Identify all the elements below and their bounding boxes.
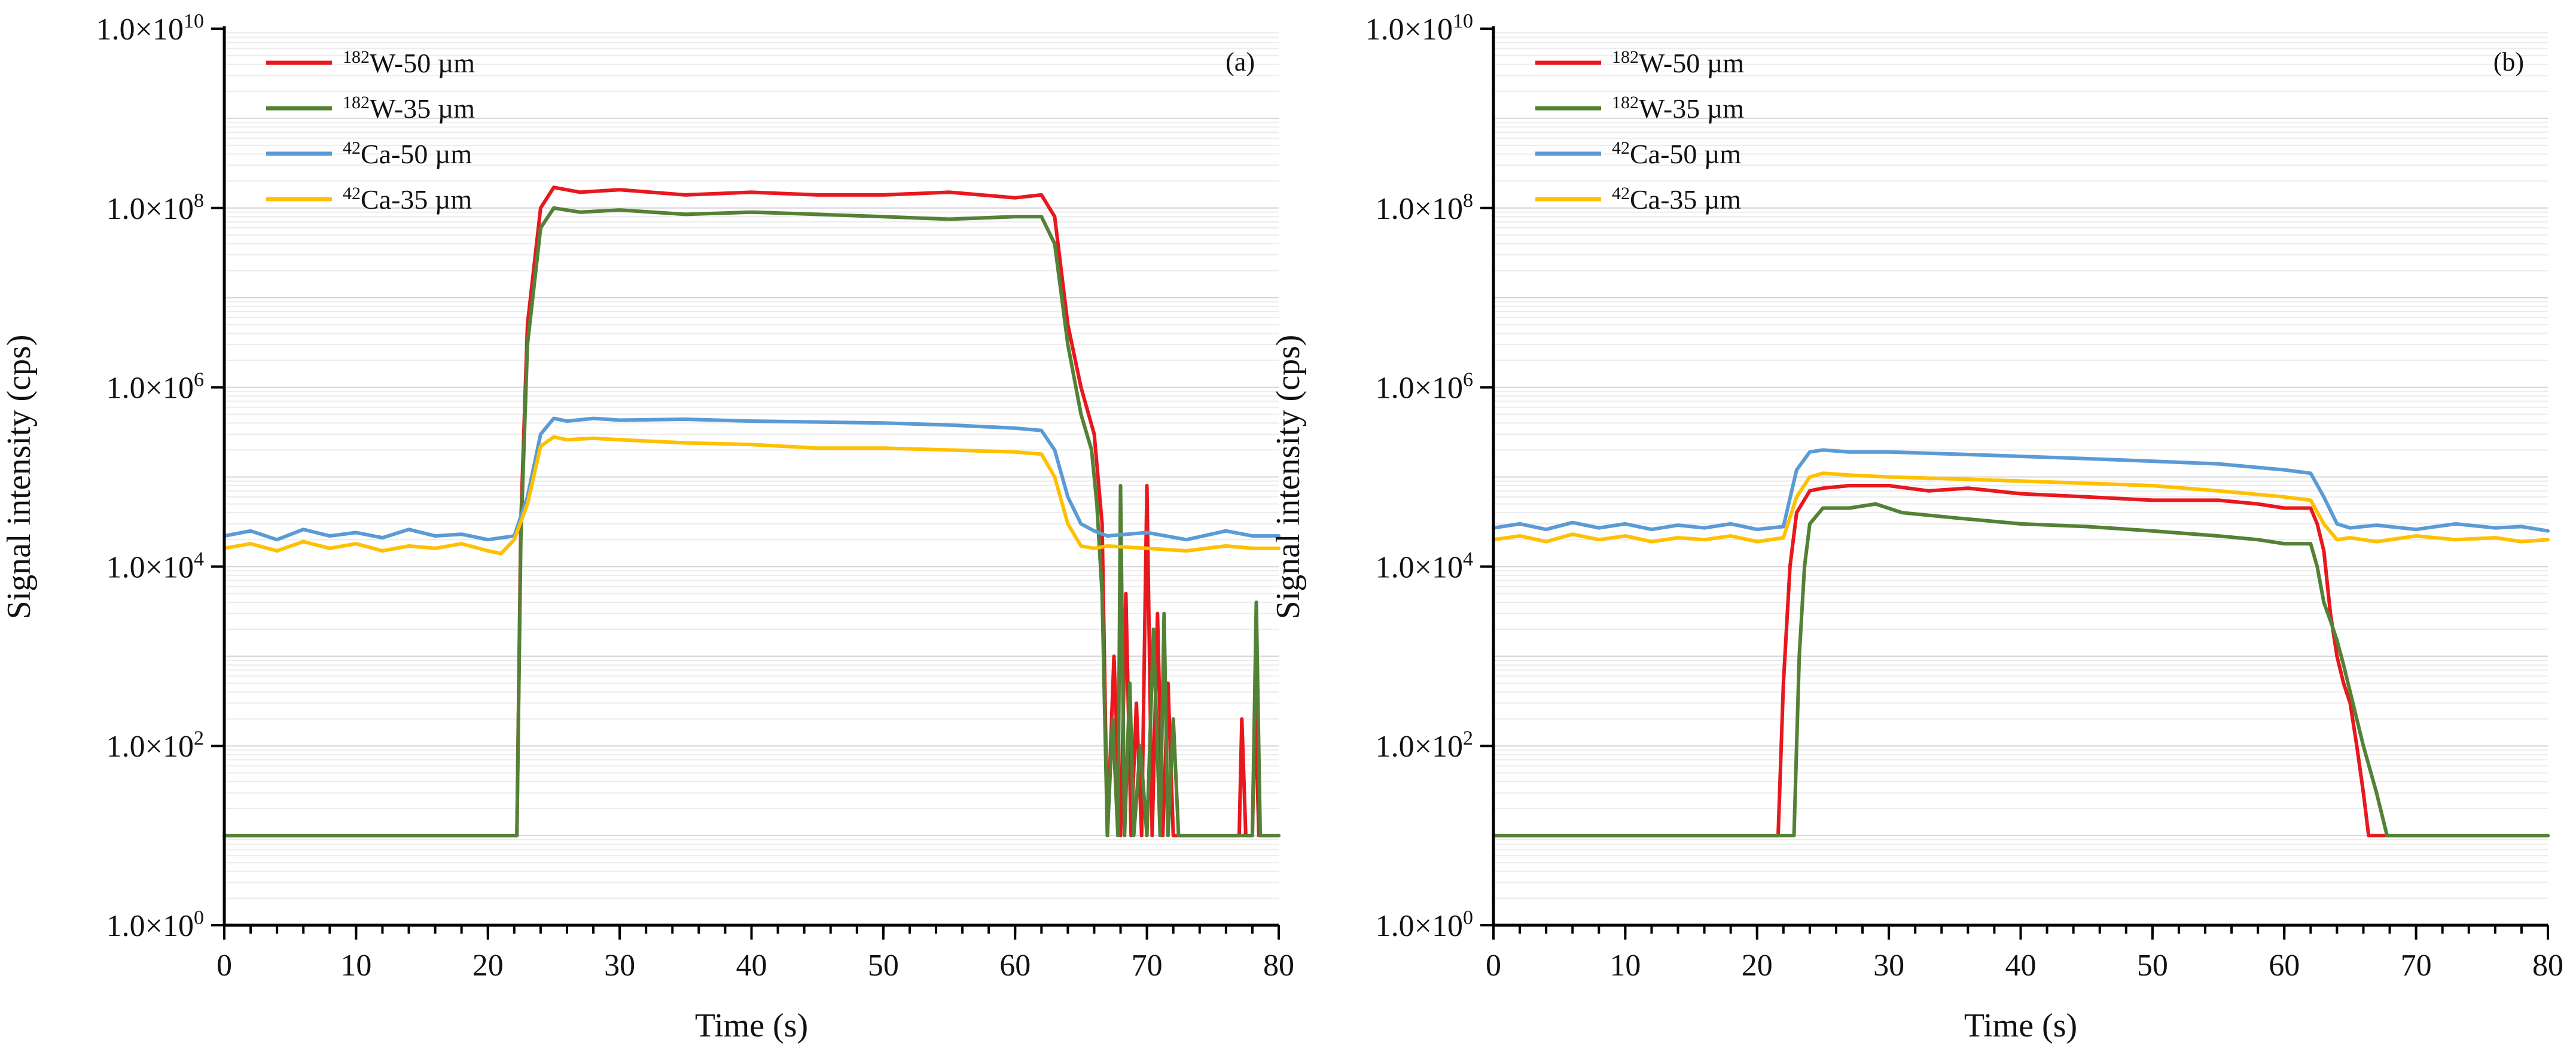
series-line-4	[222, 435, 1281, 556]
y-tick-label: 1.0×104	[106, 548, 204, 584]
y-tick-label: 1.0×1010	[1365, 10, 1473, 47]
series-line-4	[1492, 471, 2550, 544]
y-tick-label: 1.0×1010	[96, 10, 204, 47]
y-axis-title: Signal intensity (cps)	[1270, 335, 1307, 620]
x-tick-label: 30	[1873, 949, 1904, 983]
legend-entry: 42Ca-50 µm	[343, 138, 472, 169]
y-tick-label: 1.0×102	[106, 727, 204, 764]
y-tick-label: 1.0×100	[106, 907, 204, 943]
legend: 182W-50 µm 182W-35 µm 42Ca-50 µm 42Ca-35 µm	[1535, 47, 1744, 215]
y-tick-label: 1.0×106	[106, 369, 204, 406]
x-tick-label: 40	[2005, 949, 2037, 983]
y-tick-label: 1.0×104	[1376, 548, 1473, 584]
legend-entry: 42Ca-35 µm	[1612, 184, 1741, 215]
x-tick-label: 80	[2532, 949, 2563, 983]
y-tick-label: 1.0×108	[106, 190, 204, 226]
x-tick-label: 0	[217, 949, 232, 983]
series-line-1	[1492, 484, 2550, 838]
gridlines	[1493, 32, 2548, 899]
series-line-3	[222, 416, 1281, 542]
series-line-2	[222, 206, 1281, 838]
y-axis-title: Signal intensity (cps)	[1, 335, 38, 620]
legend-entry: 182W-35 µm	[343, 93, 475, 124]
chart-panel-a: 0 10 20 30 40 50 60 70 80 1.0×100 1.0×102 1.0×104 1.…	[1, 10, 1294, 1044]
y-tick-label: 1.0×102	[1376, 727, 1473, 764]
x-axis-title: Time (s)	[695, 1007, 808, 1044]
panel-label: (b)	[2493, 47, 2524, 77]
x-tick-label: 50	[868, 949, 899, 983]
y-tick-label: 1.0×100	[1376, 907, 1473, 943]
chart-panel-b: 0 10 20 30 40 50 60 70 80 1.0×100 1.0×102 1.0×104 1.…	[1270, 10, 2563, 1044]
panel-label: (a)	[1225, 47, 1255, 77]
y-tick-label: 1.0×108	[1376, 190, 1473, 226]
x-tick-label: 80	[1263, 949, 1294, 983]
x-tick-label: 20	[472, 949, 504, 983]
x-tick-label: 10	[340, 949, 371, 983]
x-tick-label: 60	[999, 949, 1031, 983]
x-tick-label: 20	[1742, 949, 1773, 983]
legend-entry: 182W-50 µm	[343, 47, 475, 78]
x-tick-label: 70	[2401, 949, 2432, 983]
series-line-2	[1492, 502, 2550, 838]
x-tick-label: 0	[1486, 949, 1501, 983]
x-tick-label: 10	[1609, 949, 1641, 983]
legend-entry: 42Ca-50 µm	[1612, 138, 1741, 169]
x-tick-label: 40	[736, 949, 767, 983]
x-tick-label: 60	[2269, 949, 2300, 983]
x-tick-label: 30	[604, 949, 635, 983]
y-tick-label: 1.0×106	[1376, 369, 1473, 406]
legend-entry: 182W-35 µm	[1612, 93, 1744, 124]
legend: 182W-50 µm 182W-35 µm 42Ca-50 µm 42Ca-35 µm	[266, 47, 475, 215]
series-line-3	[1492, 448, 2550, 533]
x-tick-label: 50	[2137, 949, 2168, 983]
legend-entry: 182W-50 µm	[1612, 47, 1744, 78]
x-tick-label: 70	[1132, 949, 1163, 983]
x-axis-title: Time (s)	[1964, 1007, 2077, 1044]
legend-entry: 42Ca-35 µm	[343, 184, 472, 215]
